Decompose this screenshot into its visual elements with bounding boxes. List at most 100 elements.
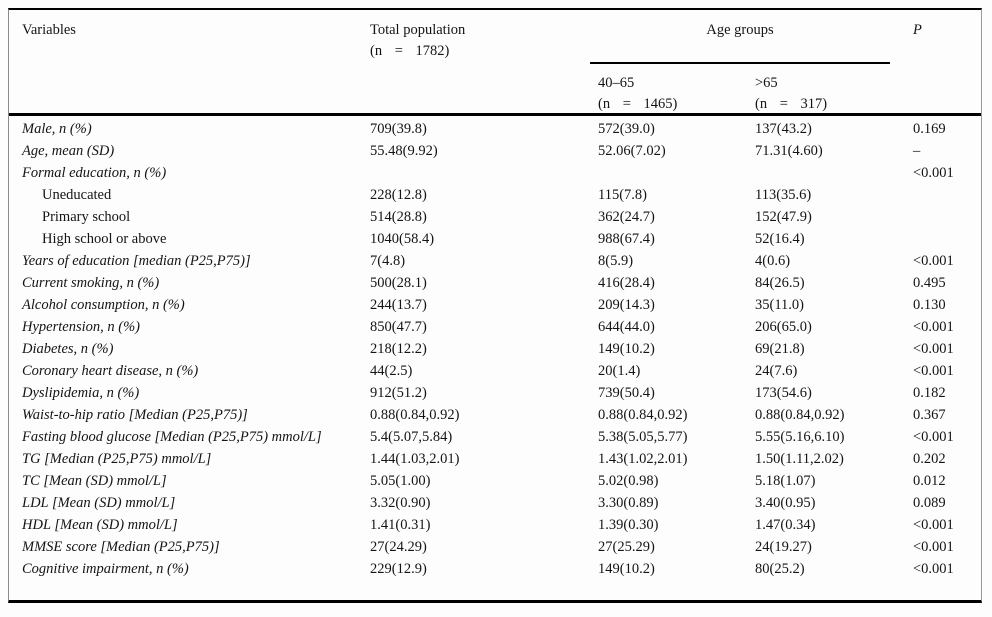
cell-total-population: 500(28.1)	[370, 275, 427, 291]
characteristics-table: Variables Total population (n = 1782) Ag…	[8, 8, 982, 603]
cell-p-value: 0.182	[913, 385, 946, 401]
row-label: Cognitive impairment, n (%)	[22, 561, 189, 577]
table-row: Uneducated 228(12.8) 115(7.8) 113(35.6)	[22, 184, 981, 206]
cell-group-over-65: 206(65.0)	[755, 319, 812, 335]
cell-group-over-65: 1.47(0.34)	[755, 517, 816, 533]
row-label: TC [Mean (SD) mmol/L]	[22, 473, 167, 489]
cell-group-over-65: 80(25.2)	[755, 561, 805, 577]
cell-p-value	[913, 206, 981, 228]
table-row: Primary school 514(28.8) 362(24.7) 152(47.9…	[22, 206, 981, 228]
table-row: Years of education [median (P25,P75)] 7(4…	[22, 250, 981, 272]
cell-group-40-65: 3.30(0.89)	[598, 495, 659, 511]
cell-group-40-65: 644(44.0)	[598, 319, 655, 335]
cell-p-value: 0.367	[913, 407, 946, 423]
cell-group-over-65: 1.50(1.11,2.02)	[755, 451, 844, 467]
table-header: Variables Total population (n = 1782) Ag…	[9, 10, 981, 116]
table-row: Dyslipidemia, n (%) 912(51.2) 739(50.4) 173…	[22, 382, 981, 404]
cell-p-value: 0.089	[913, 495, 946, 511]
cell-group-over-65: 5.18(1.07)	[755, 473, 816, 489]
age-groups-spanner-rule	[590, 62, 890, 64]
cell-total-population: 709(39.8)	[370, 121, 427, 137]
cell-group-40-65: 362(24.7)	[598, 209, 655, 225]
cell-group-over-65: 5.55(5.16,6.10)	[755, 429, 845, 445]
cell-group-over-65: 173(54.6)	[755, 385, 812, 401]
cell-group-over-65: 69(21.8)	[755, 341, 805, 357]
row-label: MMSE score [Median (P25,P75)]	[22, 539, 220, 555]
cell-group-over-65: 0.88(0.84,0.92)	[755, 407, 845, 423]
cell-group-40-65: 572(39.0)	[598, 121, 655, 137]
table-row: Cognitive impairment, n (%) 229(12.9) 149(…	[22, 558, 981, 580]
table-row: TC [Mean (SD) mmol/L] 5.05(1.00) 5.02(0.98…	[22, 470, 981, 492]
cell-p-value: 0.130	[913, 297, 946, 313]
table-row: HDL [Mean (SD) mmol/L] 1.41(0.31) 1.39(0.3…	[22, 514, 981, 536]
cell-group-over-65: 35(11.0)	[755, 297, 804, 313]
cell-total-population: 228(12.8)	[370, 187, 427, 203]
cell-p-value: <0.001	[913, 341, 954, 357]
cell-group-over-65	[755, 162, 913, 184]
cell-p-value: <0.001	[913, 539, 954, 555]
row-label: Male, n (%)	[22, 121, 92, 137]
table-row: Age, mean (SD) 55.48(9.92) 52.06(7.02) 71.3…	[22, 140, 981, 162]
cell-total-population: 5.05(1.00)	[370, 473, 431, 489]
cell-p-value: 0.169	[913, 121, 946, 137]
table-row: Formal education, n (%) <0.001	[22, 162, 981, 184]
cell-p-value: 0.495	[913, 275, 946, 291]
cell-p-value: <0.001	[913, 363, 954, 379]
column-header-group-over-65: >65 (n = 317)	[755, 73, 827, 115]
table-row: Fasting blood glucose [Median (P25,P75) …	[22, 426, 981, 448]
cell-p-value: <0.001	[913, 253, 954, 269]
cell-p-value: <0.001	[913, 319, 954, 335]
table-row: Waist-to-hip ratio [Median (P25,P75)] 0.8…	[22, 404, 981, 426]
cell-p-value: 0.202	[913, 451, 946, 467]
total-population-label: Total population	[370, 22, 466, 38]
row-label: LDL [Mean (SD) mmol/L]	[22, 495, 176, 511]
cell-group-40-65: 1.39(0.30)	[598, 517, 659, 533]
cell-group-40-65: 52.06(7.02)	[598, 143, 666, 159]
table-row: Diabetes, n (%) 218(12.2) 149(10.2) 69(21.8…	[22, 338, 981, 360]
group1-label: 40–65	[598, 75, 635, 91]
cell-p-value: <0.001	[913, 165, 954, 181]
table-row: TG [Median (P25,P75) mmol/L] 1.44(1.03,2.…	[22, 448, 981, 470]
cell-total-population: 1.41(0.31)	[370, 517, 431, 533]
table-row: MMSE score [Median (P25,P75)] 27(24.29) 27…	[22, 536, 981, 558]
cell-p-value	[913, 228, 981, 250]
cell-total-population: 7(4.8)	[370, 253, 406, 269]
row-label: Years of education [median (P25,P75)]	[22, 253, 251, 269]
row-label: Current smoking, n (%)	[22, 275, 160, 291]
cell-total-population: 27(24.29)	[370, 539, 427, 555]
row-label: TG [Median (P25,P75) mmol/L]	[22, 451, 212, 467]
row-label: Coronary heart disease, n (%)	[22, 363, 199, 379]
cell-p-value: 0.012	[913, 473, 946, 489]
row-label: Primary school	[42, 209, 131, 225]
cell-group-40-65: 739(50.4)	[598, 385, 655, 401]
row-label: Waist-to-hip ratio [Median (P25,P75)]	[22, 407, 248, 423]
cell-group-over-65: 4(0.6)	[755, 253, 791, 269]
cell-total-population: 44(2.5)	[370, 363, 413, 379]
cell-total-population: 5.4(5.07,5.84)	[370, 429, 453, 445]
cell-group-40-65: 115(7.8)	[598, 187, 647, 203]
group2-n: (n = 317)	[755, 96, 828, 112]
cell-p-value: <0.001	[913, 429, 954, 445]
row-label: Age, mean (SD)	[22, 143, 115, 159]
table-row: LDL [Mean (SD) mmol/L] 3.32(0.90) 3.30(0.8…	[22, 492, 981, 514]
column-header-variables: Variables	[22, 22, 76, 38]
table-row: Male, n (%) 709(39.8) 572(39.0) 137(43.2) 0.…	[22, 118, 981, 140]
table-row: Alcohol consumption, n (%) 244(13.7) 209(1…	[22, 294, 981, 316]
cell-group-over-65: 3.40(0.95)	[755, 495, 816, 511]
cell-p-value: <0.001	[913, 561, 954, 577]
row-label: Alcohol consumption, n (%)	[22, 297, 185, 313]
table-row: Current smoking, n (%) 500(28.1) 416(28.4)…	[22, 272, 981, 294]
cell-group-40-65	[598, 162, 755, 184]
cell-group-over-65: 24(7.6)	[755, 363, 798, 379]
cell-group-40-65: 5.38(5.05,5.77)	[598, 429, 688, 445]
cell-group-over-65: 152(47.9)	[755, 209, 812, 225]
row-label: Fasting blood glucose [Median (P25,P75) …	[22, 429, 322, 445]
table-body: Male, n (%) 709(39.8) 572(39.0) 137(43.2) 0.…	[9, 116, 981, 580]
row-label: Formal education, n (%)	[22, 165, 167, 181]
column-header-age-groups: Age groups	[706, 22, 774, 38]
cell-p-value: <0.001	[913, 517, 954, 533]
cell-group-40-65: 149(10.2)	[598, 561, 655, 577]
cell-total-population: 218(12.2)	[370, 341, 427, 357]
cell-total-population	[370, 162, 598, 184]
cell-group-over-65: 137(43.2)	[755, 121, 812, 137]
